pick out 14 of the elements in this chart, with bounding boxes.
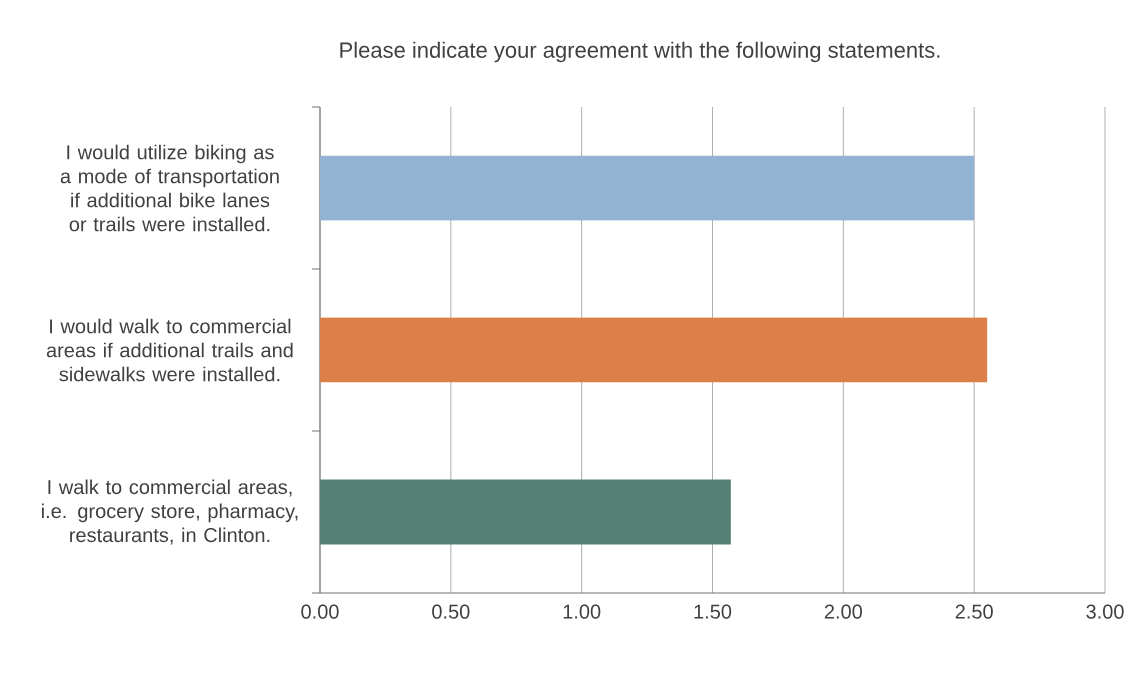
- x-tick-label: 3.00: [1086, 604, 1124, 619]
- x-tick-label: 1.50: [694, 604, 732, 619]
- x-tick-label: 2.50: [955, 604, 993, 619]
- x-tick-label: 0.50: [432, 604, 470, 619]
- y-tick-label: I would utilize biking as a mode of transportation if additional bike lanes or trails were installed.: [60, 144, 279, 232]
- y-tick-label: I walk to commercial areas, i.e. grocery store, pharmacy, restaurants, in Clinton.: [42, 479, 298, 545]
- x-tick-label: 1.00: [563, 604, 601, 619]
- y-tick-label: I would walk to commercial areas if additional trails and sidewalks were installed.: [46, 318, 293, 382]
- x-tick-label: 0.00: [301, 604, 339, 619]
- chart-title: Please indicate your agreement with the following statements.: [340, 41, 940, 63]
- bar: [320, 479, 731, 545]
- bar: [320, 317, 988, 383]
- x-tick-label: 2.00: [824, 604, 863, 619]
- bar: [320, 155, 975, 221]
